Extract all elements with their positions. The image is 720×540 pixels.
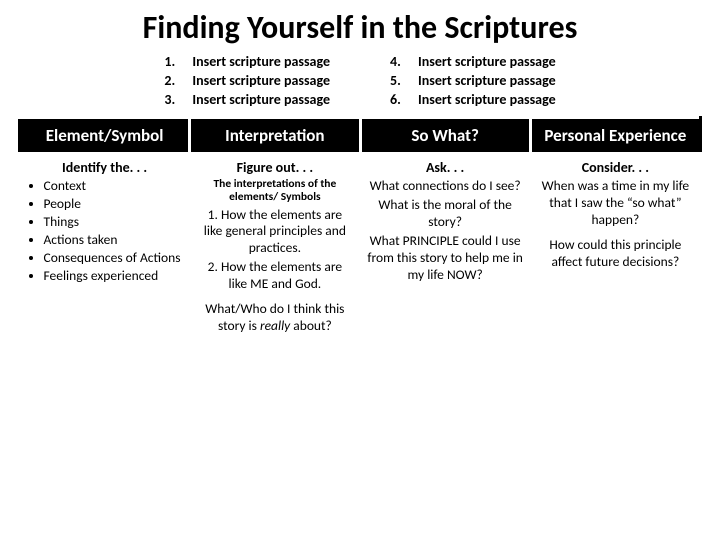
header-element-symbol: Element/Symbol [20,117,190,153]
list-item: Feelings experienced [44,268,184,285]
header-interpretation: Interpretation [190,117,360,153]
list-item: Actions taken [44,232,184,249]
page-title: Finding Yourself in the Scriptures [18,8,702,47]
cell-interpretation: Figure out. . . The interpretations of t… [190,153,360,335]
passages-row: 1.Insert scripture passage 2.Insert scri… [18,53,702,110]
header-personal-experience: Personal Experience [530,117,700,153]
slide: Finding Yourself in the Scriptures 1.Ins… [0,0,720,540]
passages-right: 4.Insert scripture passage 5.Insert scri… [390,53,556,110]
consider-lead: Consider. . . [536,159,694,177]
passage-item: 6.Insert scripture passage [390,91,556,110]
pe-q2: How could this principle affect future d… [536,237,694,271]
passage-item: 2.Insert scripture passage [164,72,330,91]
list-item: Things [44,214,184,231]
passage-item: 1.Insert scripture passage [164,53,330,72]
ask-lead: Ask. . . [366,159,524,177]
interp-question: What/Who do I think this story is really… [196,301,354,335]
pe-q1: When was a time in my life that I saw th… [536,178,694,229]
passage-item: 5.Insert scripture passage [390,72,556,91]
so-what-q1: What connections do I see? [366,178,524,195]
so-what-q3: What PRINCIPLE could I use from this sto… [366,233,524,284]
interp-subhead: The interpretations of the elements/ Sym… [196,178,354,204]
passage-item: 4.Insert scripture passage [390,53,556,72]
so-what-q2: What is the moral of the story? [366,197,524,231]
cell-personal-experience: Consider. . . When was a time in my life… [530,153,700,335]
list-item: Consequences of Actions [44,250,184,267]
passages-left: 1.Insert scripture passage 2.Insert scri… [164,53,330,110]
identify-lead: Identify the. . . [26,159,184,177]
main-table: Element/Symbol Interpretation So What? P… [18,116,702,335]
identify-list: Context People Things Actions taken Cons… [26,178,184,284]
list-item: Context [44,178,184,195]
interp-list: How the elements are like general princi… [196,207,354,293]
cell-element-symbol: Identify the. . . Context People Things … [20,153,190,335]
list-item: How the elements are like general princi… [202,207,348,258]
list-item: How the elements are like ME and God. [202,259,348,293]
header-so-what: So What? [360,117,530,153]
list-item: People [44,196,184,213]
passage-item: 3.Insert scripture passage [164,91,330,110]
figure-out-lead: Figure out. . . [196,159,354,177]
cell-so-what: Ask. . . What connections do I see? What… [360,153,530,335]
